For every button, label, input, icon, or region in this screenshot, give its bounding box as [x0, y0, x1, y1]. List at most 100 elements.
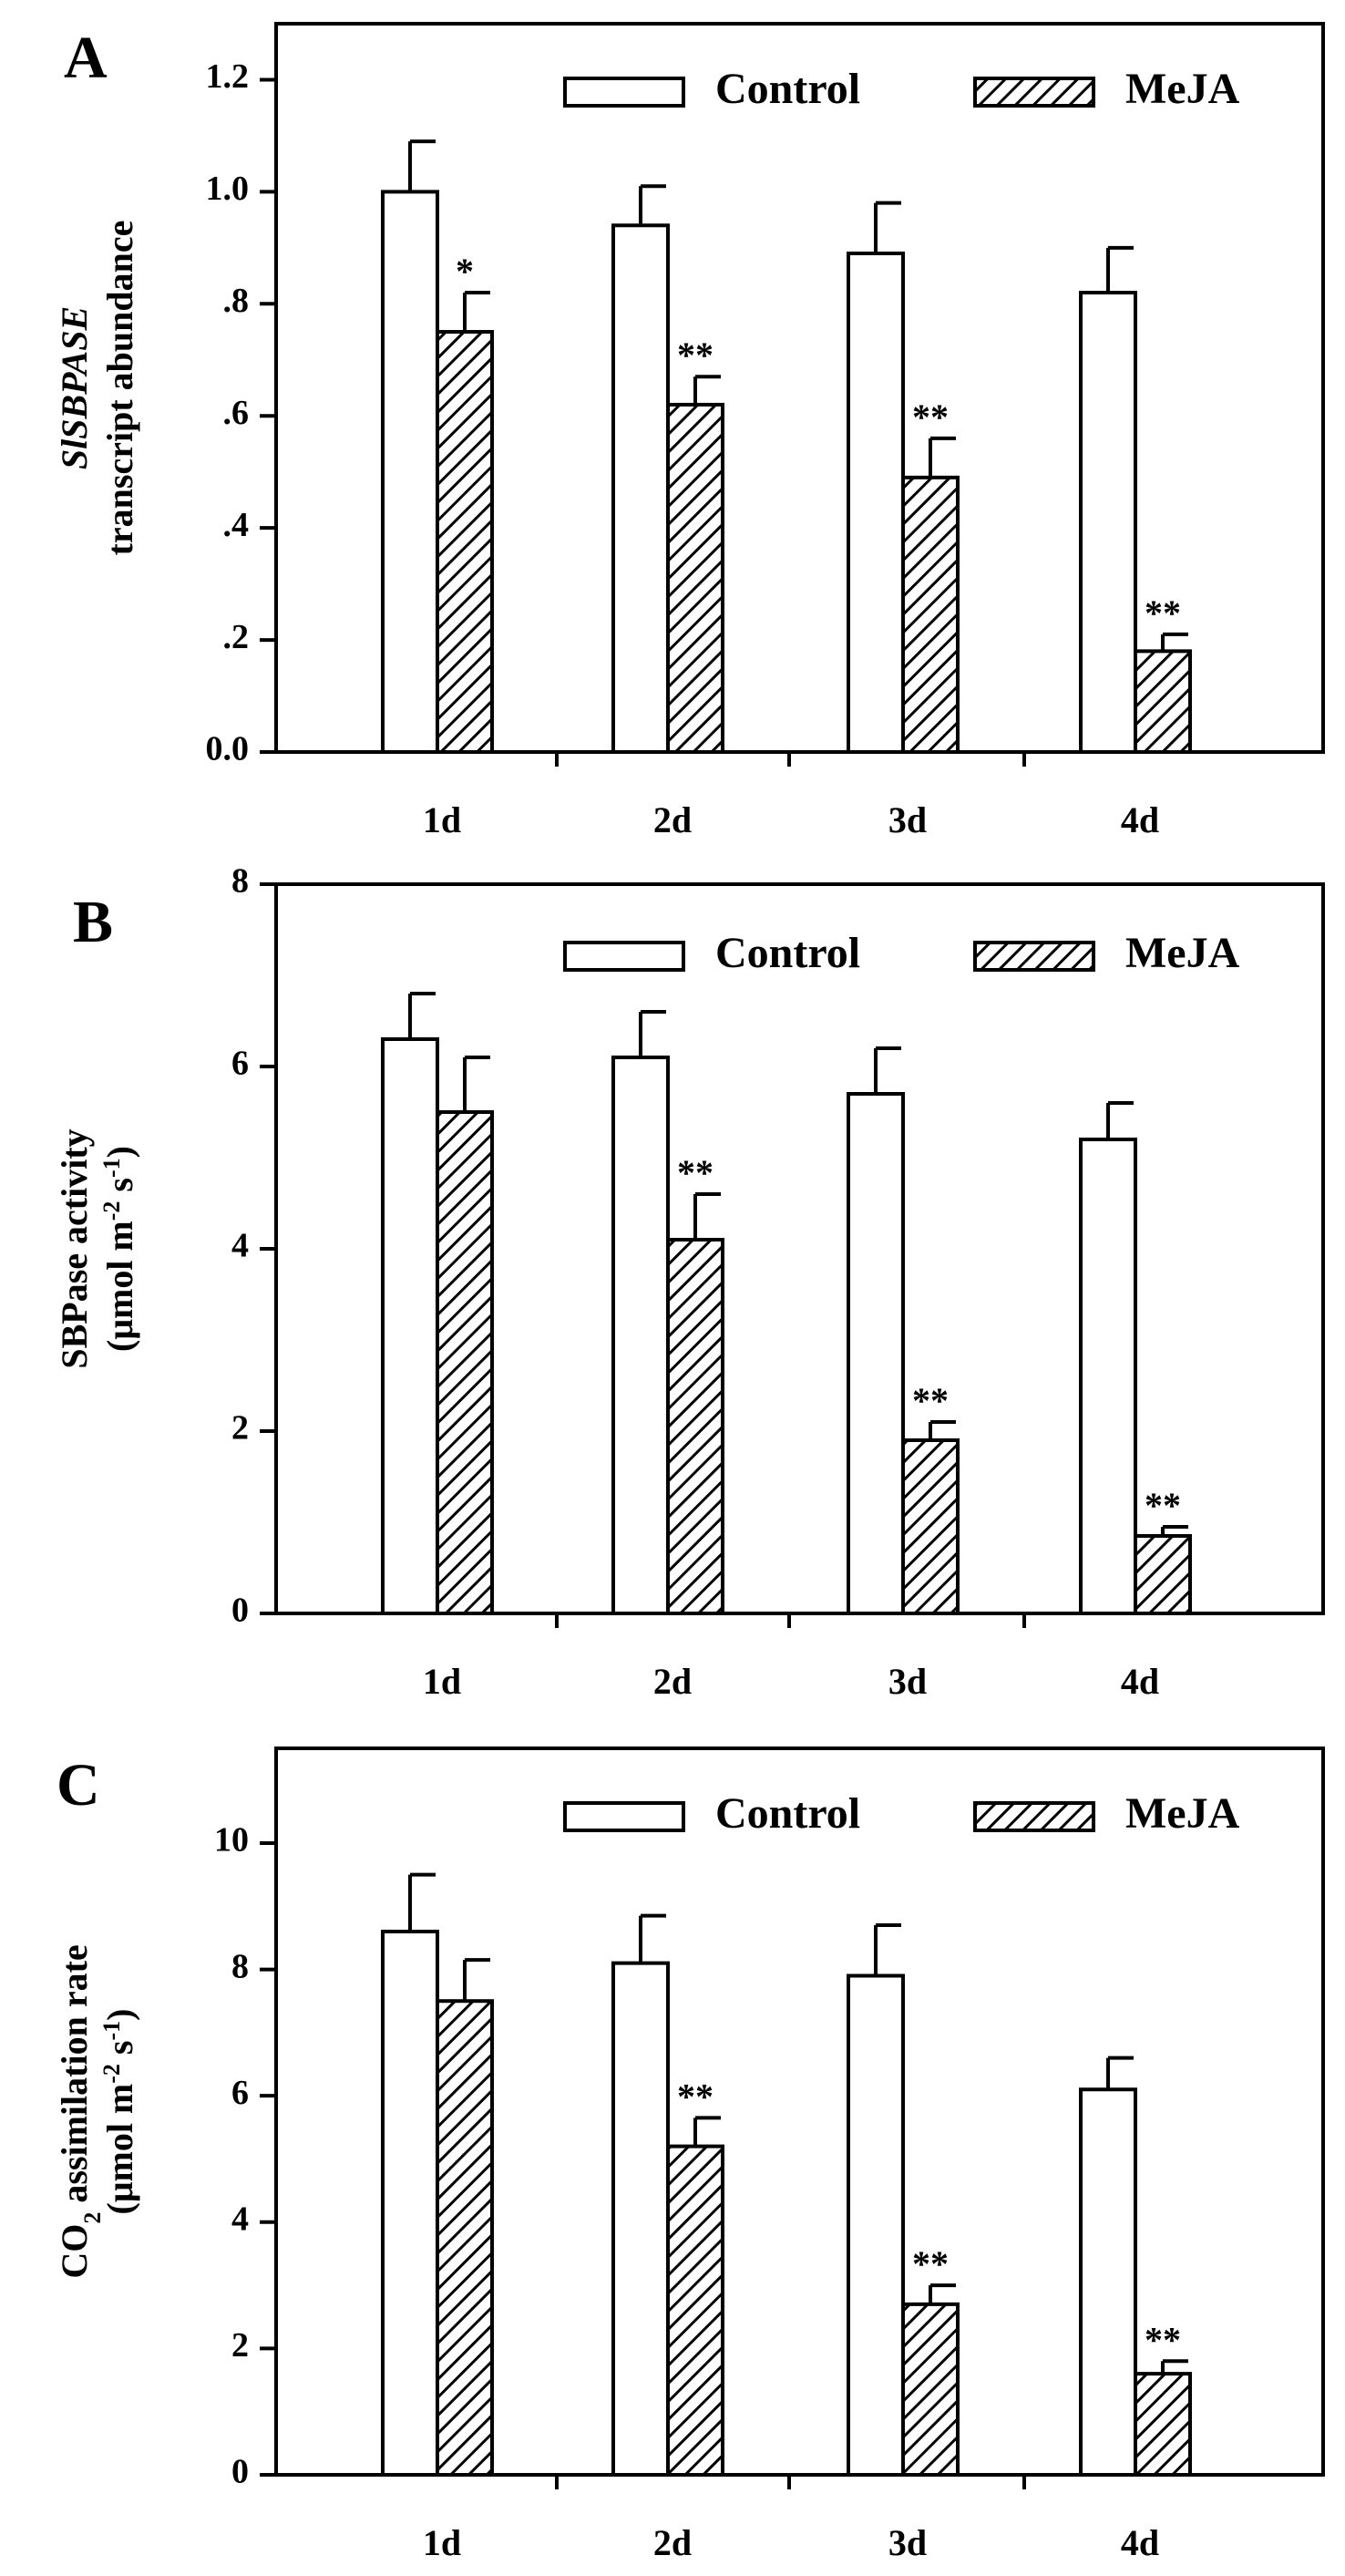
y-tick-label: .8 [223, 282, 250, 320]
bar-meja [436, 1110, 494, 1615]
bar-meja [1134, 2372, 1192, 2477]
y-axis-label-segment: -2 [98, 1201, 125, 1221]
bar-control [381, 1037, 439, 1615]
y-axis-label-segment: assimilation rate [54, 1944, 95, 2211]
panel-a: A0.0.2.4.6.81.01.21d 2d 3d 4d*******Control… [54, 22, 1325, 840]
bar-control [1079, 1138, 1137, 1615]
y-tick-label: .6 [223, 394, 250, 432]
y-tick-label: 10 [214, 1821, 249, 1860]
significance-marker: * [456, 251, 474, 292]
y-axis-label-line: transcript abundance [99, 221, 140, 556]
y-axis-label: SlSBPASE transcript abundance [54, 221, 140, 556]
y-axis-label-segment: (μmol m [99, 2084, 140, 2215]
bar-control [847, 251, 905, 754]
x-tick-label: 4d [1121, 2522, 1159, 2563]
y-axis-label-line: (μmol m-2 s-1) [98, 2009, 141, 2215]
significance-marker: ** [677, 1152, 714, 1193]
y-axis-label-segment: s [99, 2041, 140, 2065]
bar-meja [436, 1999, 494, 2477]
bar-meja [1134, 649, 1192, 754]
bar-meja [666, 2144, 724, 2478]
y-tick-label: 0.0 [206, 730, 250, 768]
y-tick-label: 2 [231, 2326, 249, 2365]
y-tick-label: .4 [223, 506, 250, 544]
legend-label-meja: MeJA [1125, 1789, 1240, 1838]
panel-label: B [73, 889, 113, 955]
plot-frame [274, 22, 1325, 754]
x-tick-label: 1d [423, 2522, 461, 2563]
x-tick-label: 2d [653, 1661, 692, 1702]
bar-control [847, 1092, 905, 1615]
legend-label-control: Control [715, 929, 860, 977]
legend-swatch-control [563, 941, 685, 972]
y-axis-label-line: (μmol m-2 s-1) [98, 1146, 141, 1352]
significance-marker: ** [912, 1380, 949, 1421]
x-tick-label: 4d [1121, 1661, 1159, 1702]
bar-meja [901, 1438, 960, 1615]
bar-control [1079, 2087, 1137, 2477]
y-tick-label: 0 [231, 2453, 249, 2491]
y-tick-label: 1.0 [206, 170, 250, 208]
bar-control [381, 1929, 439, 2478]
y-tick-label: 0 [231, 1592, 249, 1630]
significance-marker: ** [1145, 592, 1181, 634]
x-tick-label: 1d [423, 799, 461, 840]
y-axis-label-line: CO2 assimilation rate [54, 1944, 106, 2278]
y-axis-label-segment: -1 [98, 1158, 125, 1178]
x-tick-label: 3d [888, 1661, 927, 1702]
y-axis-label-segment: -1 [98, 2021, 125, 2041]
legend-label-control: Control [715, 1789, 860, 1838]
x-tick-label: 4d [1121, 799, 1159, 840]
y-axis-label: CO2 assimilation rate (μmol m-2 s-1) [54, 1944, 140, 2278]
y-tick-label: 6 [231, 1045, 249, 1083]
y-tick-label: .2 [223, 618, 250, 656]
significance-marker: ** [912, 397, 949, 438]
y-tick-label: 4 [231, 2200, 249, 2239]
legend-label-meja: MeJA [1125, 65, 1240, 113]
plot-frame [274, 1747, 1325, 2477]
bar-control [381, 190, 439, 754]
y-axis-label: SBPase activity (μmol m-2 s-1) [54, 1128, 140, 1368]
bar-meja [666, 1238, 724, 1615]
legend-swatch-meja [973, 77, 1095, 108]
y-axis-label-segment: (μmol m [99, 1221, 140, 1352]
legend-swatch-control [563, 77, 685, 108]
panel-label: C [56, 1752, 100, 1819]
x-tick-label: 2d [653, 799, 692, 840]
y-axis-label-segment: -2 [98, 2064, 125, 2084]
bar-control [847, 1973, 905, 2477]
legend-swatch-meja [973, 941, 1095, 972]
legend-label-control: Control [715, 65, 860, 113]
x-tick-label: 3d [888, 799, 927, 840]
y-axis-label-line: SBPase activity [54, 1128, 95, 1368]
bar-control [611, 223, 670, 754]
bar-meja [901, 2302, 960, 2477]
y-tick-label: 8 [231, 1947, 249, 1985]
y-axis-label-segment: ) [99, 1146, 140, 1158]
x-tick-label: 1d [423, 1661, 461, 1702]
y-tick-label: 4 [231, 1227, 249, 1265]
significance-marker: ** [1145, 2319, 1181, 2360]
significance-marker: ** [912, 2243, 949, 2284]
panel-label: A [64, 25, 108, 91]
bar-meja [666, 402, 724, 754]
legend-label-meja: MeJA [1125, 929, 1240, 977]
y-tick-label: 2 [231, 1409, 249, 1448]
panel-b: B 0 2 4 6 8 1d 2d 3d 4d ** ** ** Control MeJA SBPase ac… [54, 862, 1325, 1702]
bar-meja [436, 330, 494, 754]
bar-meja [1134, 1534, 1192, 1615]
y-tick-label: 1.2 [206, 57, 250, 96]
legend-swatch-control [563, 1801, 685, 1832]
bar-control [611, 1056, 670, 1615]
bar-meja [901, 475, 960, 754]
y-tick-label: 6 [231, 2074, 249, 2112]
y-axis-label-line: SlSBPASE [54, 306, 95, 469]
y-axis-label-segment: ) [99, 2009, 140, 2021]
significance-marker: ** [677, 2076, 714, 2117]
x-tick-label: 2d [653, 2522, 692, 2563]
significance-marker: ** [677, 335, 714, 376]
y-axis-label-segment: transcript abundance [99, 221, 140, 556]
y-axis-label-segment: SBPase activity [54, 1128, 95, 1368]
